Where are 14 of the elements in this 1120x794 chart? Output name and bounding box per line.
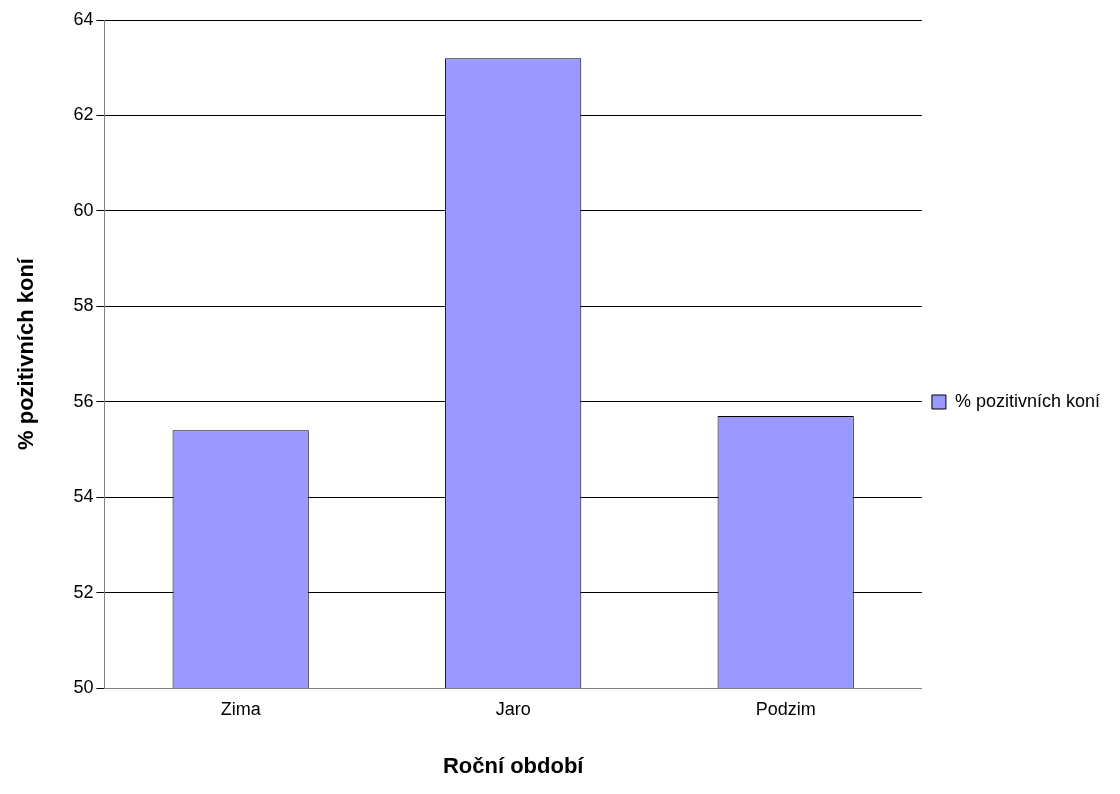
x-tick-label: Podzim [755, 698, 816, 719]
y-tick-label: 62 [73, 104, 94, 125]
y-tick-label: 52 [73, 581, 94, 602]
x-tick-label: Zima [220, 698, 262, 719]
y-axis-title: % pozitivních koní [13, 257, 39, 450]
y-tick-label: 54 [73, 486, 94, 507]
legend-label: % pozitivních koní [954, 390, 1101, 411]
x-axis-title: Roční období [442, 752, 585, 778]
x-tick-label: Jaro [495, 698, 531, 719]
y-tick-label: 50 [73, 676, 94, 697]
y-tick-label: 56 [73, 390, 94, 411]
y-tick-label: 60 [73, 199, 94, 220]
y-tick-label: 58 [73, 295, 94, 316]
y-tick-label: 64 [73, 8, 94, 29]
